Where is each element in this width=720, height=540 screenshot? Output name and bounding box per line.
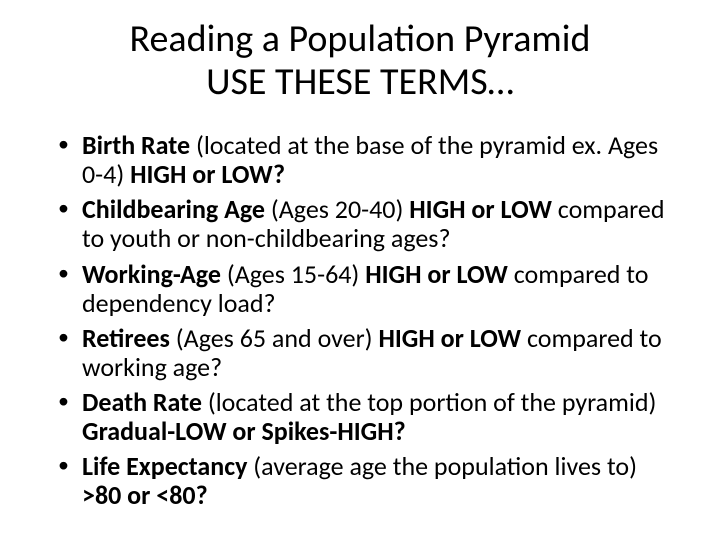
tail-text: HIGH or LOW [378, 322, 521, 354]
term: Birth Rate [82, 129, 190, 161]
term: Retirees [82, 322, 170, 354]
term: Life Expectancy [82, 450, 247, 482]
tail-text: HIGH or LOW [365, 258, 508, 290]
list-item: Death Rate (located at the top portion o… [64, 388, 674, 446]
title-line-1: Reading a Population Pyramid [130, 16, 591, 62]
bullet-list: Birth Rate (located at the base of the p… [40, 131, 680, 510]
list-item: Birth Rate (located at the base of the p… [64, 131, 674, 189]
slide: Reading a Population Pyramid USE THESE T… [0, 0, 720, 540]
list-item: Working-Age (Ages 15-64) HIGH or LOW com… [64, 260, 674, 318]
mid-text: (average age the population lives to) [247, 450, 637, 482]
title-line-2: USE THESE TERMS… [206, 59, 514, 105]
term: Death Rate [82, 386, 202, 418]
list-item: Life Expectancy (average age the populat… [64, 452, 674, 510]
mid-text: (located at the top portion of the pyram… [202, 386, 656, 418]
tail-text: HIGH or LOW? [130, 158, 285, 190]
tail-text: HIGH or LOW [409, 193, 552, 225]
list-item: Childbearing Age (Ages 20-40) HIGH or LO… [64, 195, 674, 253]
tail-text: >80 or <80? [82, 479, 208, 511]
mid-text: (Ages 65 and over) [170, 322, 379, 354]
term: Childbearing Age [82, 193, 265, 225]
tail-text: Gradual-LOW or Spikes-HIGH? [82, 415, 406, 447]
mid-text: (Ages 20-40) [265, 193, 409, 225]
mid-text: (Ages 15-64) [221, 258, 365, 290]
list-item: Retirees (Ages 65 and over) HIGH or LOW … [64, 324, 674, 382]
term: Working-Age [82, 258, 221, 290]
slide-title: Reading a Population Pyramid USE THESE T… [40, 18, 680, 103]
